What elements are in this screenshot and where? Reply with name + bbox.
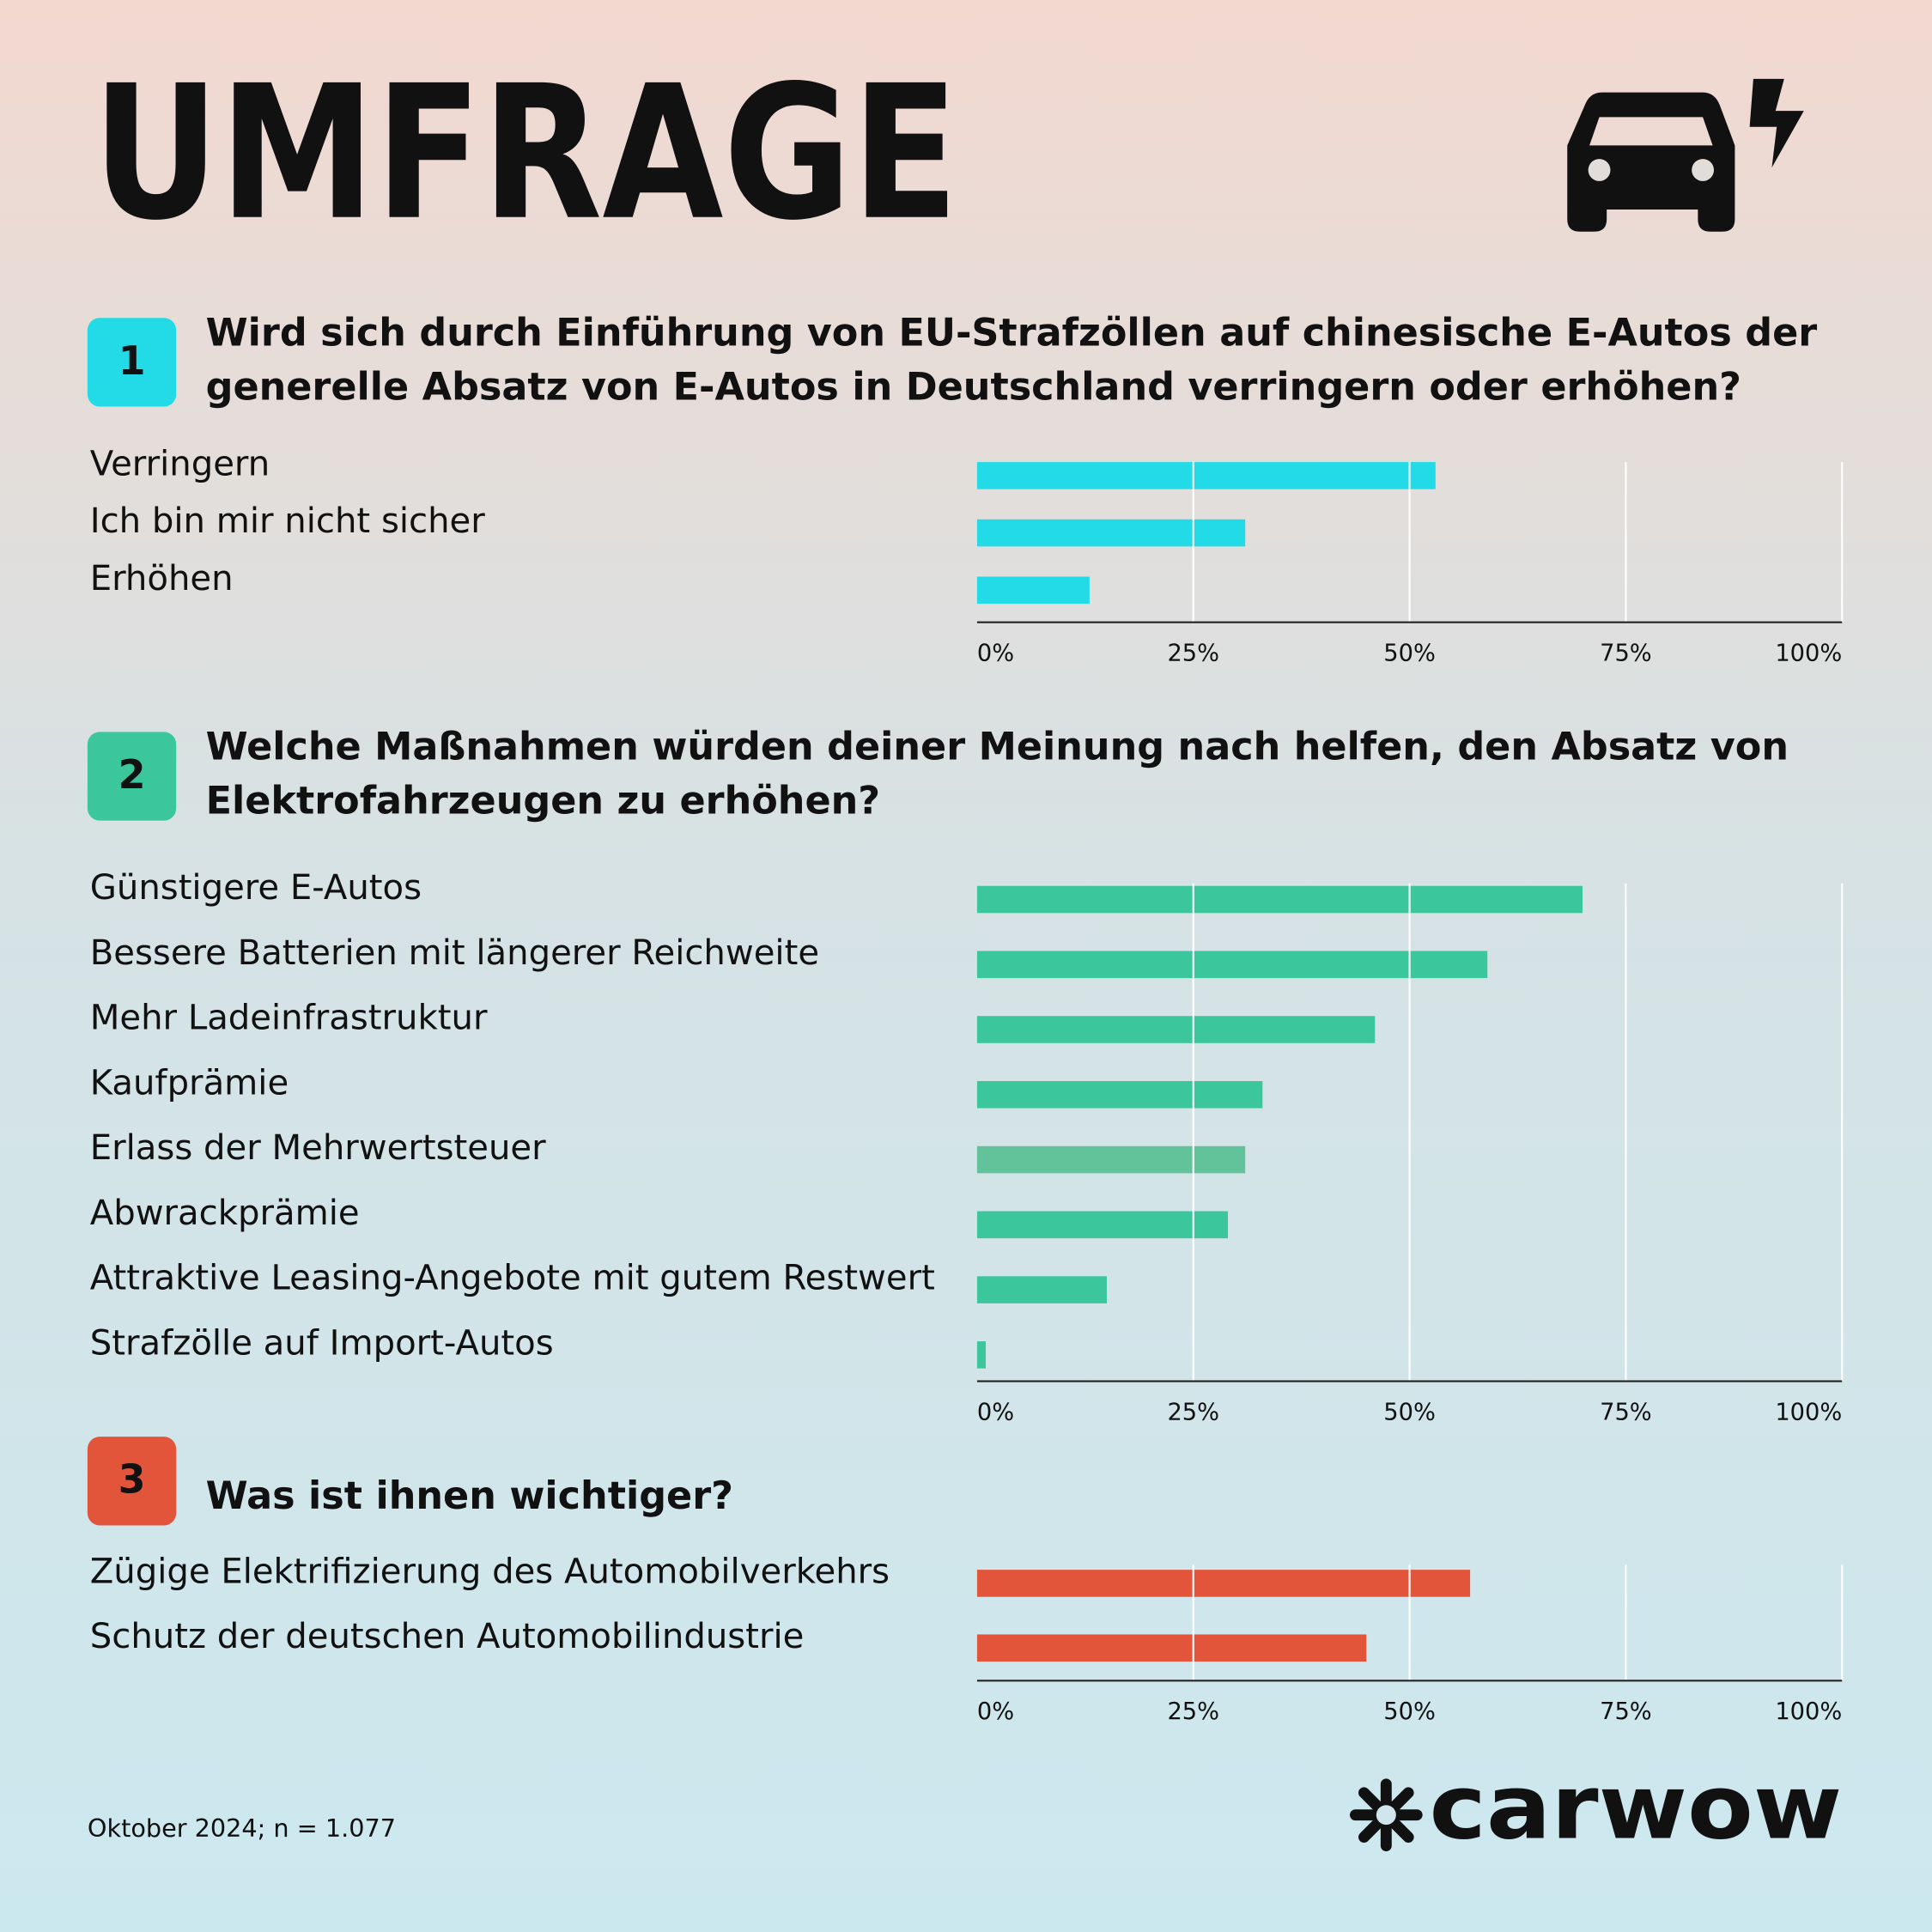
category-label: Ich bin mir nicht sicher	[90, 501, 486, 541]
question-number: 1	[118, 337, 146, 384]
bar	[976, 462, 1436, 489]
question-number-box	[87, 732, 177, 821]
x-tick-label: 50%	[1383, 640, 1436, 666]
category-label: Strafzölle auf Import-Autos	[90, 1323, 554, 1363]
car-icon	[1567, 78, 1804, 232]
bar	[976, 1016, 1376, 1043]
question-number: 2	[118, 751, 146, 798]
x-tick-label: 75%	[1600, 1399, 1652, 1425]
category-label: Mehr Ladeinfrastruktur	[90, 999, 488, 1038]
x-tick-label: 25%	[1167, 640, 1219, 666]
category-label: Abwrackprämie	[90, 1194, 360, 1233]
x-tick-label: 0%	[977, 1698, 1014, 1725]
bar	[976, 1634, 1367, 1662]
category-label: Zügige Elektrifizierung des Automobilver…	[90, 1552, 890, 1591]
question-number-box	[87, 318, 177, 407]
x-tick-label: 50%	[1383, 1399, 1436, 1425]
question-title: generelle Absatz von E-Autos in Deutschl…	[206, 365, 1741, 409]
bar	[976, 1211, 1229, 1239]
question-title: Welche Maßnahmen würden deiner Meinung n…	[206, 725, 1789, 769]
question-title: Was ist ihnen wichtiger?	[206, 1474, 733, 1518]
category-label: Bessere Batterien mit längerer Reichweit…	[90, 933, 819, 973]
x-tick-label: 100%	[1775, 1399, 1842, 1425]
category-label: Verringern	[90, 444, 270, 483]
x-tick-label: 25%	[1167, 1698, 1219, 1725]
bar	[976, 576, 1090, 605]
footer-note: Oktober 2024; n = 1.077	[88, 1814, 396, 1843]
x-tick-label: 75%	[1600, 640, 1652, 666]
category-label: Günstigere E-Autos	[90, 868, 422, 908]
bar	[976, 1341, 986, 1369]
bar	[976, 1570, 1471, 1597]
question-title: Elektrofahrzeugen zu erhöhen?	[206, 780, 880, 823]
bar	[976, 951, 1488, 979]
page-title: UMFRAGE	[93, 46, 959, 261]
question-number-box	[87, 1437, 177, 1526]
question-title: Wird sich durch Einführung von EU-Strafz…	[206, 311, 1818, 355]
bar	[976, 1276, 1108, 1303]
x-tick-label: 100%	[1775, 1698, 1842, 1725]
x-tick-label: 0%	[977, 640, 1014, 666]
x-tick-label: 0%	[977, 1399, 1014, 1425]
x-tick-label: 75%	[1600, 1698, 1652, 1725]
logo: carwow	[1430, 1757, 1843, 1860]
category-label: Kaufprämie	[90, 1063, 289, 1103]
charts: 1 Wird sich durch Einführung von EU-Straf…	[87, 311, 1844, 1725]
x-tick-label: 25%	[1167, 1399, 1219, 1425]
category-label: Erlass der Mehrwertsteuer	[90, 1128, 546, 1168]
logo-icon	[1349, 1778, 1423, 1852]
x-tick-label: 100%	[1775, 640, 1842, 666]
category-label: Attraktive Leasing-Angebote mit gutem Re…	[90, 1259, 935, 1298]
bar	[976, 885, 1583, 914]
question-number: 3	[118, 1456, 146, 1503]
category-label: Schutz der deutschen Automobilindustrie	[90, 1617, 805, 1656]
bar	[976, 519, 1246, 547]
bar	[976, 1081, 1263, 1109]
bar	[976, 1145, 1246, 1174]
category-label: Erhöhen	[90, 559, 234, 598]
x-tick-label: 50%	[1383, 1698, 1436, 1725]
